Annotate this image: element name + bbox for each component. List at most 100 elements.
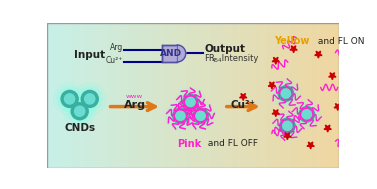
Bar (54, 23, 56, 168)
Bar (306, 23, 308, 168)
Bar (209, 23, 210, 168)
Bar (215, 23, 216, 168)
Bar (317, 23, 319, 168)
Circle shape (273, 111, 302, 140)
Bar (256, 23, 258, 168)
Bar (118, 23, 120, 168)
Bar (67, 23, 68, 168)
Bar (294, 23, 296, 168)
Bar (270, 23, 272, 168)
Bar (146, 23, 148, 168)
Circle shape (74, 83, 106, 115)
Bar (90, 23, 92, 168)
Circle shape (193, 108, 208, 124)
Circle shape (57, 86, 83, 112)
Circle shape (69, 101, 90, 121)
Polygon shape (307, 142, 314, 149)
Bar (285, 23, 287, 168)
Bar (166, 23, 168, 168)
Circle shape (189, 104, 212, 127)
Bar (324, 23, 325, 168)
Bar (216, 23, 218, 168)
Bar (333, 23, 335, 168)
Bar (214, 23, 215, 168)
Bar (60, 23, 61, 168)
Bar (124, 23, 126, 168)
Text: ʷʷʷ: ʷʷʷ (126, 94, 143, 104)
Bar (117, 23, 119, 168)
Bar (50, 23, 52, 168)
Bar (202, 23, 204, 168)
Bar (149, 23, 150, 168)
Bar (314, 23, 316, 168)
Bar (127, 23, 129, 168)
Bar (137, 23, 138, 168)
Bar (316, 23, 318, 168)
Bar (169, 23, 171, 168)
Bar (125, 23, 127, 168)
Polygon shape (315, 51, 322, 58)
Bar (104, 23, 105, 168)
Circle shape (64, 94, 75, 104)
Bar (164, 23, 166, 168)
Bar (227, 23, 229, 168)
Bar (193, 23, 195, 168)
Circle shape (276, 84, 295, 103)
Circle shape (54, 83, 86, 115)
Bar (120, 23, 122, 168)
Bar (254, 23, 255, 168)
Bar (62, 23, 63, 168)
Bar (323, 23, 325, 168)
Bar (185, 23, 187, 168)
Bar (336, 23, 338, 168)
Bar (47, 23, 49, 168)
Bar (297, 23, 299, 168)
Bar (91, 23, 93, 168)
Text: Yellow: Yellow (274, 36, 310, 46)
Bar (216, 23, 218, 168)
Bar (165, 23, 167, 168)
Bar (201, 23, 203, 168)
Bar (123, 23, 125, 168)
Bar (257, 23, 259, 168)
Circle shape (171, 107, 190, 125)
Bar (293, 23, 294, 168)
Bar (337, 23, 339, 168)
Bar (194, 23, 196, 168)
Bar (259, 23, 261, 168)
Bar (195, 23, 197, 168)
Bar (65, 23, 66, 168)
Bar (266, 23, 268, 168)
Bar (286, 23, 288, 168)
Bar (186, 23, 188, 168)
Bar (296, 23, 297, 168)
Bar (184, 23, 185, 168)
Bar (171, 23, 173, 168)
Bar (336, 23, 337, 168)
Bar (177, 23, 178, 168)
Bar (247, 23, 248, 168)
Bar (115, 23, 117, 168)
Bar (157, 23, 159, 168)
Bar (218, 23, 219, 168)
Circle shape (297, 105, 316, 124)
Circle shape (274, 82, 297, 105)
Bar (212, 23, 213, 168)
Bar (174, 23, 175, 168)
Circle shape (61, 91, 78, 107)
Bar (72, 23, 74, 168)
Bar (70, 23, 72, 168)
Bar (92, 23, 93, 168)
Bar (182, 23, 184, 168)
Bar (277, 23, 279, 168)
Circle shape (186, 101, 215, 130)
Bar (251, 23, 253, 168)
Bar (302, 23, 304, 168)
Bar (53, 23, 55, 168)
Text: CNDs: CNDs (64, 123, 95, 133)
Bar (130, 23, 132, 168)
Text: Arg: Arg (124, 100, 146, 110)
Bar (154, 23, 156, 168)
Bar (133, 23, 135, 168)
Bar (303, 23, 305, 168)
